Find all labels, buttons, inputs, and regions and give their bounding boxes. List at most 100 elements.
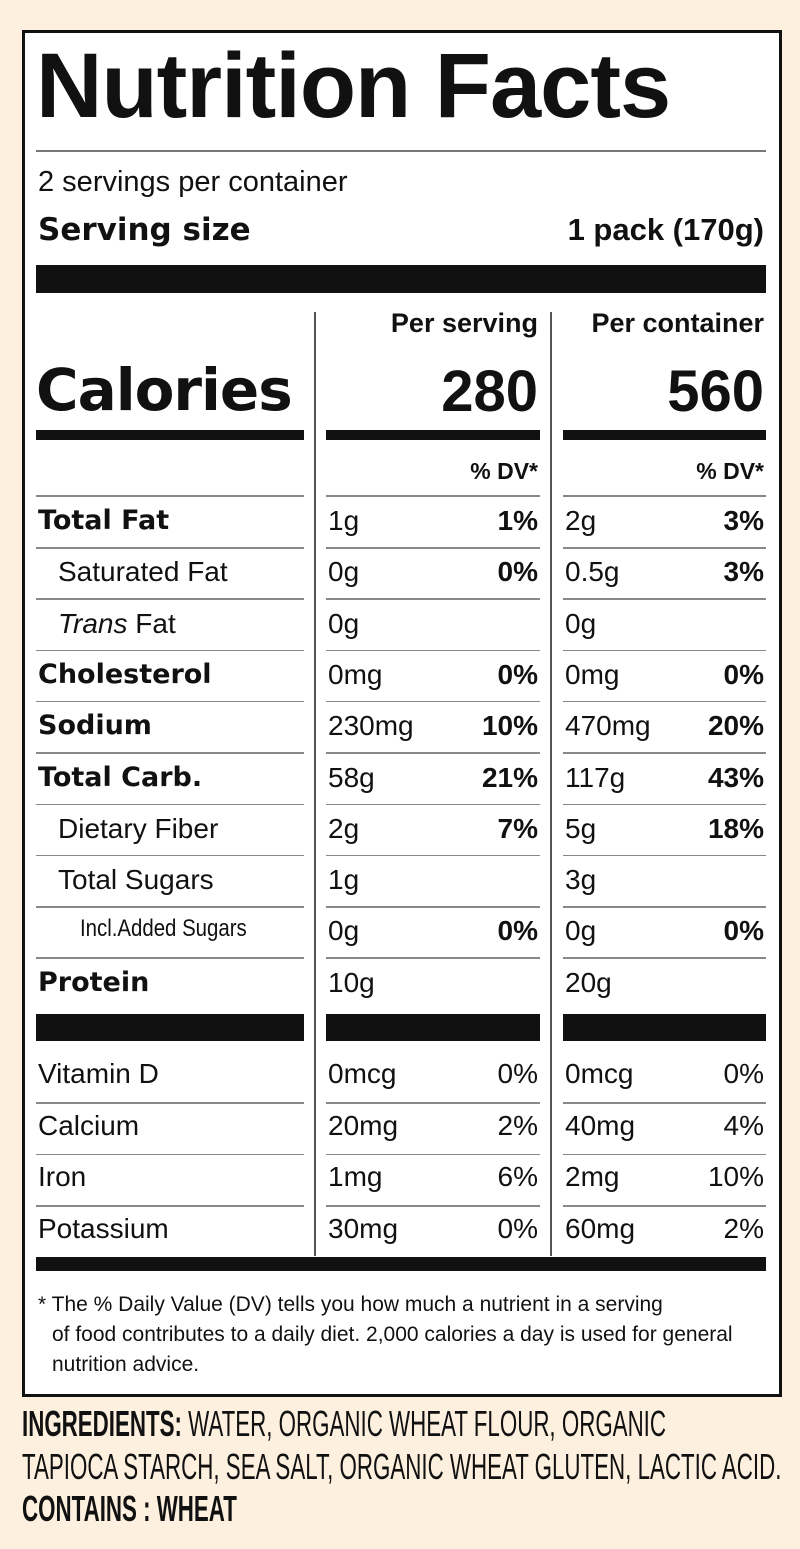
container-dv: 3% xyxy=(723,505,764,536)
row-divider xyxy=(563,803,766,805)
serving-amount: 2g xyxy=(328,812,360,844)
row-divider xyxy=(563,1205,766,1207)
serving-dv: 10% xyxy=(481,710,538,742)
row-divider xyxy=(36,598,304,600)
calories-per-container: 560 xyxy=(667,359,764,424)
nutrient-label: Sodium xyxy=(38,710,152,742)
serving-dv: 0% xyxy=(497,1212,538,1244)
serving-dv: 7% xyxy=(497,812,538,844)
dv-header-serving: % DV* xyxy=(470,458,538,484)
row-divider xyxy=(326,957,540,959)
nutrient-label-italic: Trans xyxy=(58,607,128,639)
bottom-divider xyxy=(36,1257,766,1271)
allergen-statement: CONTAINS : WHEAT xyxy=(22,1488,237,1529)
serving-amount: 0mg xyxy=(328,658,383,690)
nutrient-label: Saturated Fat xyxy=(58,556,228,588)
row-divider xyxy=(36,495,304,497)
container-dv: 3% xyxy=(723,556,764,588)
nutrient-label: Incl.Added Sugars xyxy=(80,915,247,943)
row-divider xyxy=(326,1205,540,1207)
serving-amount: 30mg xyxy=(328,1212,399,1244)
vitamin-label: Calcium xyxy=(38,1109,140,1141)
container-amount: 0mcg xyxy=(565,1058,634,1089)
container-dv: 0% xyxy=(723,658,764,690)
serving-amount: 20mg xyxy=(328,1109,399,1141)
footnote: * The % Daily Value (DV) tells you how m… xyxy=(38,1290,733,1380)
row-divider xyxy=(326,752,540,754)
row-divider xyxy=(36,1205,304,1207)
calories-label: Calories xyxy=(36,356,293,424)
serving-amount: 1g xyxy=(328,864,360,896)
nutrient-label: Trans Fat xyxy=(58,608,176,640)
nutrient-label: Dietary Fiber xyxy=(58,812,219,844)
ingredients-line: INGREDIENTS: WATER, ORGANIC WHEAT FLOUR,… xyxy=(22,1403,666,1445)
row-divider xyxy=(326,1102,540,1104)
container-amount: 40mg xyxy=(565,1109,636,1141)
calories-per-serving: 280 xyxy=(441,359,538,424)
vitamin-divider xyxy=(36,1014,304,1041)
row-divider xyxy=(563,1102,766,1104)
container-amount: 2g xyxy=(565,505,597,536)
vitamin-label: Potassium xyxy=(38,1212,169,1244)
serving-amount: 0mcg xyxy=(328,1058,397,1089)
row-divider xyxy=(326,803,540,805)
serving-dv: 0% xyxy=(497,1058,538,1089)
container-amount: 60mg xyxy=(565,1212,636,1244)
ingredients-label: INGREDIENTS: xyxy=(22,1403,182,1444)
vitamin-label: Iron xyxy=(38,1161,87,1192)
column-divider xyxy=(550,312,552,1256)
row-divider xyxy=(36,700,304,703)
serving-amount: 1mg xyxy=(328,1161,383,1192)
container-amount: 2mg xyxy=(565,1161,620,1192)
calories-divider xyxy=(36,430,304,440)
row-divider xyxy=(36,803,304,805)
footnote-line: nutrition advice. xyxy=(52,1353,200,1376)
row-divider xyxy=(326,598,540,600)
ingredients-line: TAPIOCA STARCH, SEA SALT, ORGANIC WHEAT … xyxy=(22,1446,782,1487)
serving-amount: 0g xyxy=(328,556,360,588)
calories-divider xyxy=(326,430,540,440)
row-divider xyxy=(563,1153,766,1155)
serving-size-value: 1 pack (170g) xyxy=(567,212,764,247)
container-amount: 0g xyxy=(565,915,597,947)
serving-amount: 0g xyxy=(328,607,360,639)
row-divider xyxy=(563,700,766,703)
row-divider xyxy=(563,649,766,652)
row-divider xyxy=(36,547,304,549)
row-divider xyxy=(326,906,540,908)
row-divider xyxy=(563,906,766,908)
row-divider xyxy=(563,547,766,549)
footnote-line: of food contributes to a daily diet. 2,0… xyxy=(52,1323,733,1346)
container-amount: 470mg xyxy=(565,710,651,742)
row-divider xyxy=(563,752,766,754)
ingredients-text: WATER, ORGANIC WHEAT FLOUR, ORGANIC xyxy=(181,1403,667,1444)
serving-dv: 0% xyxy=(497,658,538,690)
row-divider xyxy=(326,1153,540,1155)
divider xyxy=(36,150,766,152)
nutrient-label: Total Fat xyxy=(38,505,170,536)
servings-per-container: 2 servings per container xyxy=(38,166,348,198)
container-dv: 4% xyxy=(723,1109,764,1141)
row-divider xyxy=(36,854,304,857)
nutrient-label: Protein xyxy=(38,966,150,998)
container-amount: 20g xyxy=(565,966,612,998)
container-dv: 0% xyxy=(723,915,764,947)
row-divider xyxy=(36,906,304,908)
nutrition-facts-panel xyxy=(22,30,782,1397)
container-amount: 5g xyxy=(565,812,597,844)
container-dv: 43% xyxy=(707,761,764,793)
nutrient-label: Total Sugars xyxy=(58,864,214,896)
row-divider xyxy=(563,957,766,959)
column-divider xyxy=(314,312,316,1256)
serving-dv: 0% xyxy=(497,556,538,588)
container-amount: 0mg xyxy=(565,658,620,690)
row-divider xyxy=(36,957,304,959)
thick-divider xyxy=(36,265,766,293)
container-amount: 0g xyxy=(565,607,597,639)
calories-divider xyxy=(563,430,766,440)
vitamin-label: Vitamin D xyxy=(38,1058,159,1089)
row-divider xyxy=(326,649,540,652)
serving-amount: 58g xyxy=(328,761,375,793)
serving-amount: 10g xyxy=(328,966,375,998)
row-divider xyxy=(563,495,766,497)
